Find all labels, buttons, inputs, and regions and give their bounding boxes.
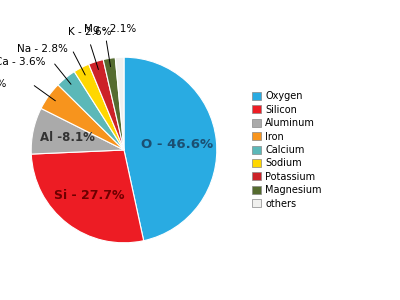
Wedge shape: [31, 108, 124, 154]
Text: Mg - 2.1%: Mg - 2.1%: [84, 24, 137, 34]
Wedge shape: [115, 57, 124, 150]
Text: - 5.0%: - 5.0%: [0, 79, 6, 89]
Text: Na - 2.8%: Na - 2.8%: [17, 44, 68, 54]
Wedge shape: [41, 85, 124, 150]
Wedge shape: [74, 64, 124, 150]
Text: Si - 27.7%: Si - 27.7%: [54, 189, 124, 202]
Text: Al -8.1%: Al -8.1%: [40, 131, 95, 145]
Text: K - 2.6%: K - 2.6%: [68, 28, 112, 38]
Legend: Oxygen, Silicon, Aluminum, Iron, Calcium, Sodium, Potassium, Magnesium, others: Oxygen, Silicon, Aluminum, Iron, Calcium…: [250, 88, 324, 212]
Wedge shape: [89, 60, 124, 150]
Text: O - 46.6%: O - 46.6%: [142, 138, 214, 151]
Wedge shape: [58, 72, 124, 150]
Wedge shape: [103, 58, 124, 150]
Wedge shape: [31, 150, 144, 243]
Wedge shape: [124, 57, 217, 241]
Text: Ca - 3.6%: Ca - 3.6%: [0, 57, 46, 67]
